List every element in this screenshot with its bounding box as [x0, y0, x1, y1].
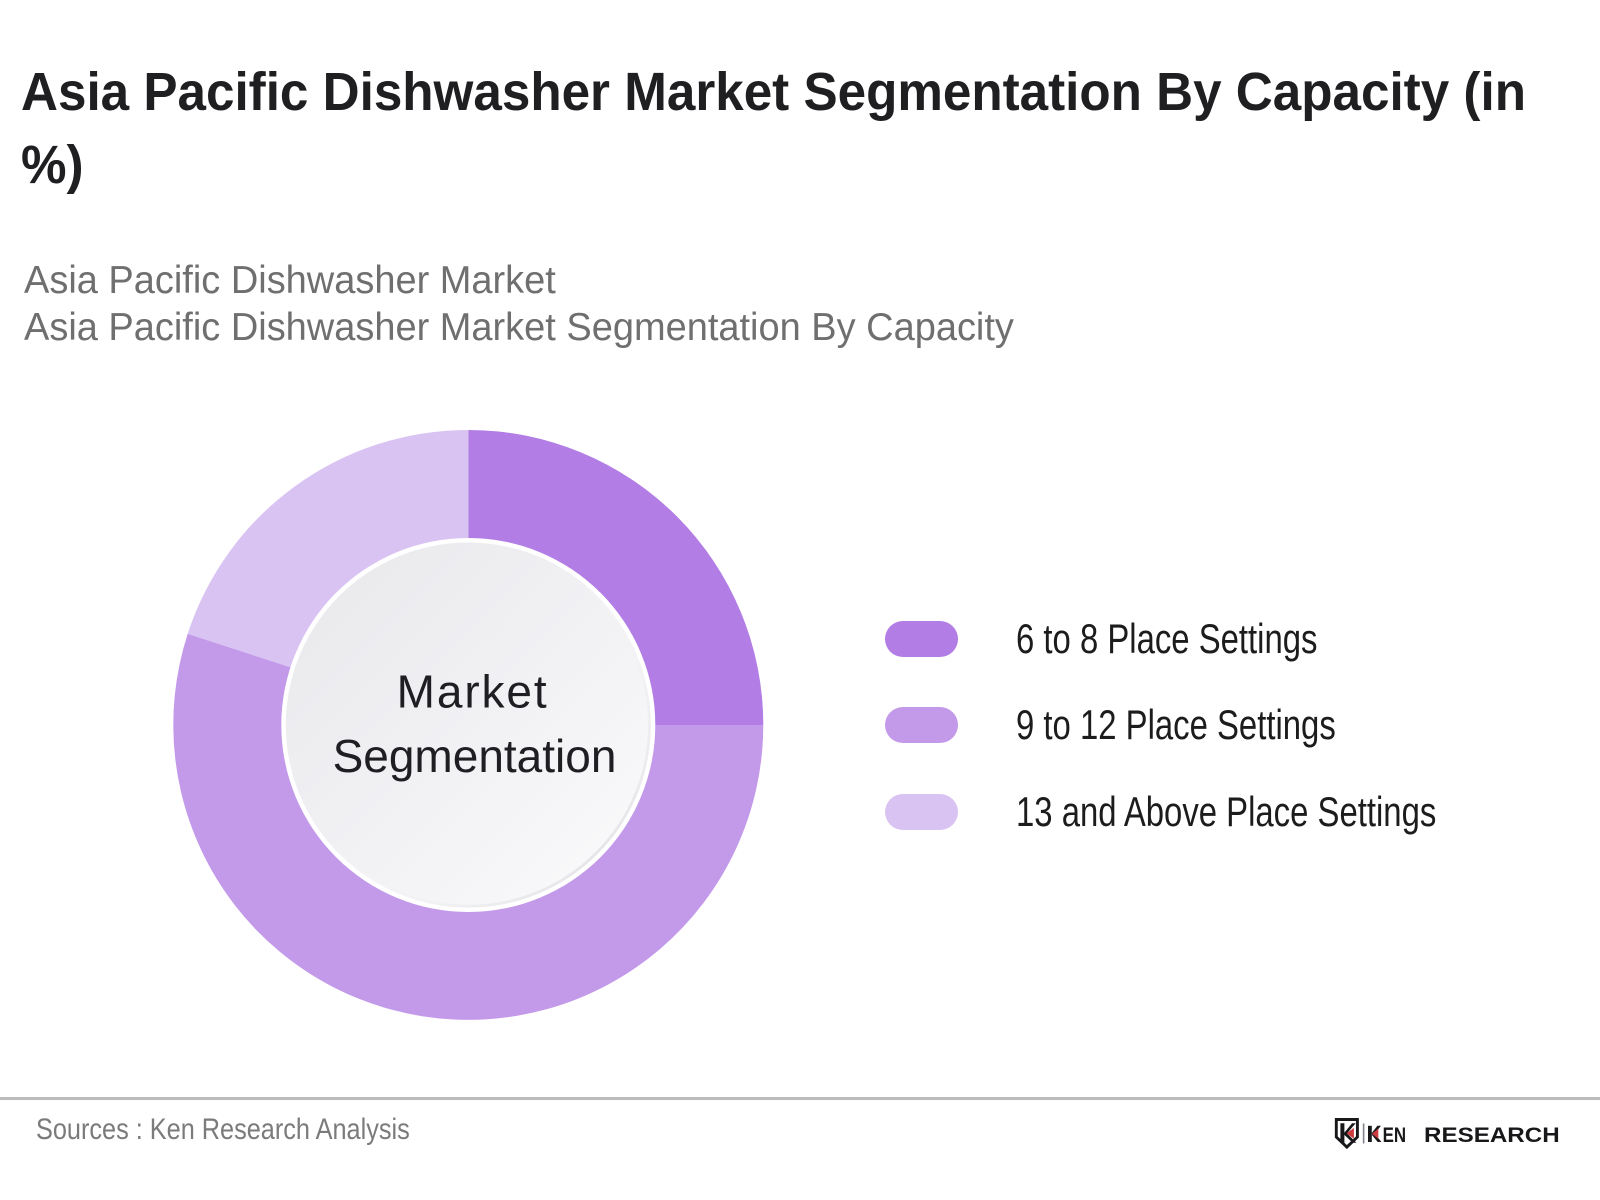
svg-text:EN: EN [1383, 1123, 1407, 1147]
svg-text:Market: Market [397, 666, 549, 718]
svg-text:Segmentation: Segmentation [333, 730, 617, 782]
svg-text:RESEARCH: RESEARCH [1424, 1123, 1560, 1147]
